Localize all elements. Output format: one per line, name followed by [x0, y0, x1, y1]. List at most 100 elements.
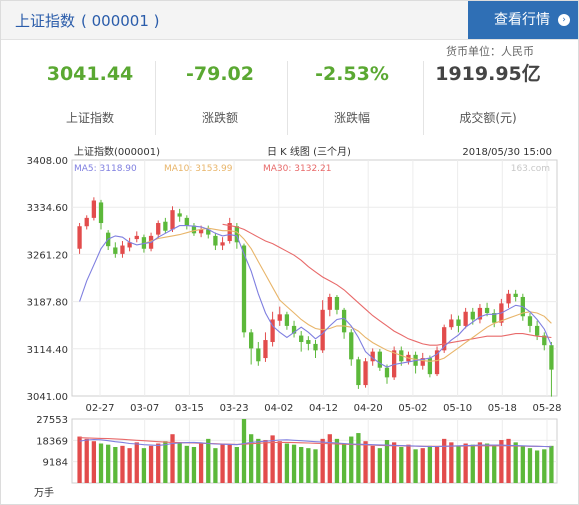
stat-label: 涨跌幅: [333, 111, 370, 125]
y-tick-label: 3261.20: [27, 250, 68, 261]
volume-bar: [484, 443, 490, 483]
volume-bar: [506, 438, 511, 483]
y-tick-label: 3334.60: [27, 203, 68, 214]
volume-bar: [492, 444, 497, 483]
price-grid: [71, 159, 558, 484]
candle-body: [220, 242, 225, 246]
candle-body: [506, 293, 511, 304]
volume-bar: [456, 445, 461, 483]
volume-bar: [249, 434, 254, 483]
volume-bar: [527, 448, 533, 483]
volume-bar: [84, 438, 89, 483]
volume-bar: [413, 449, 418, 483]
candle-body: [277, 314, 282, 321]
candle-body: [113, 247, 118, 254]
x-tick-label: 05-02: [398, 403, 427, 414]
candle-body: [213, 235, 218, 246]
candle-body: [91, 200, 97, 218]
volume-bar: [542, 449, 547, 483]
volume-tick-label: 9184: [43, 458, 68, 469]
volume-bar: [91, 441, 97, 483]
widget-header: 上证指数 ( 000001 ) 查看行情 ›: [1, 1, 578, 40]
price-frame: [71, 159, 558, 397]
volume-bar: [241, 419, 247, 483]
candle-body: [477, 307, 483, 320]
divider: [287, 61, 288, 135]
x-tick-label: 04-02: [264, 403, 293, 414]
candle-body: [191, 225, 197, 234]
ma-lines: [79, 223, 552, 368]
volume-bar: [98, 443, 104, 483]
volume-bar: [191, 446, 197, 483]
stat-turnover: 1919.95亿 成交额(元): [423, 59, 553, 135]
candle-body: [470, 311, 475, 320]
volume-bar: [277, 441, 282, 483]
stat-index: 3041.44 上证指数: [25, 59, 155, 135]
volume-bar: [184, 445, 189, 483]
candle-body: [349, 332, 354, 360]
candle-body: [291, 325, 297, 334]
volume-bar: [306, 448, 311, 483]
ma30-line: [222, 223, 552, 346]
volume-bar: [427, 445, 433, 483]
candle-body: [284, 314, 290, 326]
x-tick-label: 03-15: [175, 403, 204, 414]
legend-ma10: MA10: 3153.99: [164, 164, 233, 174]
volume-bar: [499, 440, 504, 483]
volume-bar: [327, 434, 332, 483]
ma5-line: [79, 225, 552, 368]
volume-bar: [263, 440, 268, 483]
candle-body: [256, 348, 261, 362]
volume-bar: [370, 445, 375, 483]
kline-chart: 上证指数(000001) 日 K 线图 (三个月) 2018/05/30 15:…: [27, 145, 562, 499]
volume-bar: [77, 436, 82, 483]
candle-body: [127, 242, 132, 248]
candle-body: [263, 340, 268, 359]
x-tick-label: 05-28: [532, 403, 561, 414]
volume-bar: [256, 438, 261, 483]
volume-bar: [163, 441, 168, 483]
volume-unit: 万手: [34, 486, 54, 499]
candles: [77, 197, 554, 397]
candle-body: [306, 340, 311, 344]
stat-label: 上证指数: [65, 111, 114, 125]
volume-bar: [313, 449, 318, 483]
volume-bar: [127, 448, 132, 483]
volume-tick-label: 18369: [36, 436, 68, 447]
volume-bar: [270, 435, 275, 483]
stat-value: -79.02: [186, 63, 254, 85]
volume-bar: [334, 438, 340, 483]
volume-bar: [141, 448, 147, 483]
candle-body: [249, 332, 254, 349]
candle-body: [442, 327, 447, 351]
volume-bar: [120, 445, 125, 483]
ma10-line: [143, 227, 552, 362]
candle-body: [449, 319, 454, 328]
candle-body: [84, 217, 89, 227]
stat-value: -2.53%: [315, 63, 389, 85]
volume-bar: [284, 443, 290, 483]
view-market-button[interactable]: 查看行情 ›: [468, 1, 578, 39]
volume-bar: [198, 443, 204, 483]
stat-change-pct: -2.53% 涨跌幅: [287, 59, 417, 135]
y-tick-label: 3408.00: [27, 156, 68, 167]
volume-bar: [363, 441, 368, 483]
candle-body: [356, 359, 361, 386]
volume-bar: [113, 446, 118, 483]
x-tick-label: 04-20: [354, 403, 383, 414]
volume-bar: [477, 442, 483, 483]
volume-bar: [434, 446, 440, 483]
candle-body: [120, 245, 125, 254]
candle-body: [334, 296, 340, 310]
volume-bar: [384, 440, 390, 483]
volume-bar: [513, 442, 518, 483]
candle-body: [241, 245, 247, 333]
volume-bar: [442, 438, 447, 483]
view-market-label: 查看行情: [494, 12, 550, 28]
x-tick-label: 03-07: [130, 403, 159, 414]
candle-body: [384, 367, 390, 378]
volume-tick-label: 27553: [36, 415, 68, 426]
candle-body: [434, 350, 440, 375]
axis-labels: 3408.00 3334.60 3261.20 3187.80 3114.40 3041.…: [27, 156, 562, 469]
